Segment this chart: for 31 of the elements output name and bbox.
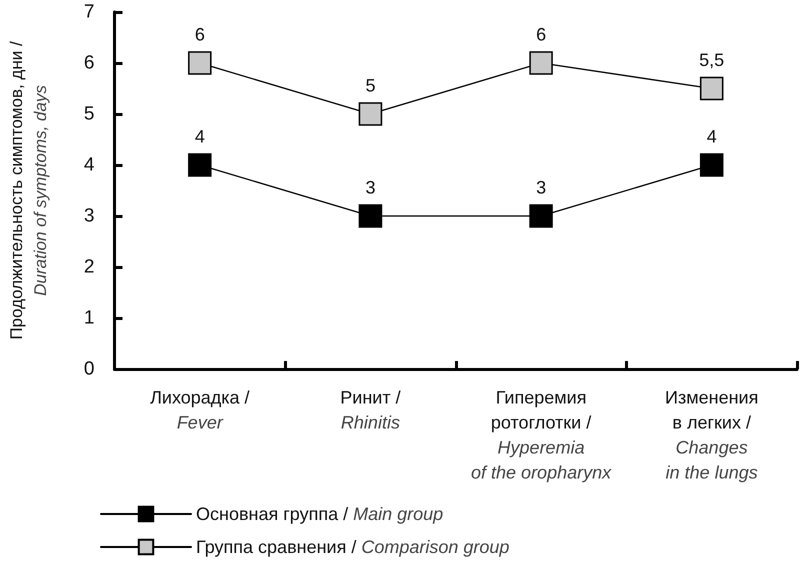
- point: [358, 102, 382, 126]
- point: [358, 204, 382, 228]
- y-tick-label: 7: [84, 2, 94, 22]
- data-label: 4: [194, 126, 205, 146]
- point: [529, 204, 553, 228]
- x-tick-label: Ринит / Rhinitis: [340, 388, 401, 432]
- y-tick-label: 6: [84, 52, 94, 74]
- data-label: 3: [365, 177, 376, 198]
- y-tick-label: 5: [84, 104, 94, 124]
- data-label: 6: [536, 24, 546, 44]
- point: [529, 51, 553, 75]
- legend-label: Основная группа / Main group: [196, 504, 444, 524]
- point: [188, 51, 212, 75]
- legend-label: Группа сравнения / Comparison group: [196, 537, 510, 557]
- data-label: 3: [536, 177, 546, 198]
- point: [188, 153, 212, 177]
- data-label: 6: [194, 24, 205, 44]
- point: [700, 76, 724, 100]
- x-tick-label: Гиперемия ротоглотки / Hyperemia of the oropharynx: [471, 388, 612, 482]
- y-tick-label: 1: [84, 308, 94, 328]
- y-tick-label: 3: [84, 206, 94, 226]
- x-tick-label: Изменения в легких / Changes in the lungs: [665, 388, 758, 482]
- point: [700, 153, 724, 177]
- y-tick-label: 2: [84, 256, 94, 278]
- x-tick-label: Лихорадка / Fever: [150, 388, 250, 432]
- data-label: 5: [365, 75, 376, 96]
- y-tick-label: 4: [84, 154, 95, 176]
- data-label: 4: [706, 126, 717, 146]
- y-tick-label: 0: [84, 358, 94, 380]
- y-axis-title: Продолжительность симптомов, дни / Duration of symptoms, days: [7, 41, 50, 340]
- data-label: 5,5: [699, 50, 724, 70]
